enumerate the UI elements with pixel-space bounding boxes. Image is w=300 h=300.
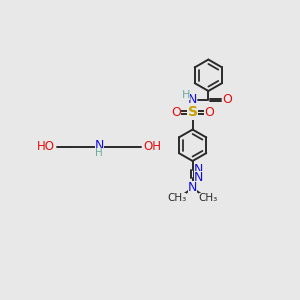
Text: N: N — [188, 93, 197, 106]
Text: O: O — [171, 106, 181, 119]
Text: CH₃: CH₃ — [167, 193, 186, 203]
Text: N: N — [95, 139, 104, 152]
Text: N: N — [188, 182, 197, 194]
Text: H: H — [182, 90, 190, 100]
Text: H: H — [95, 148, 103, 158]
Text: O: O — [204, 106, 214, 119]
Text: N: N — [194, 171, 203, 184]
Text: S: S — [188, 106, 198, 119]
Text: N: N — [194, 163, 203, 176]
Text: O: O — [222, 93, 232, 106]
Text: OH: OH — [144, 140, 162, 153]
Text: CH₃: CH₃ — [199, 193, 218, 203]
Text: HO: HO — [37, 140, 55, 153]
